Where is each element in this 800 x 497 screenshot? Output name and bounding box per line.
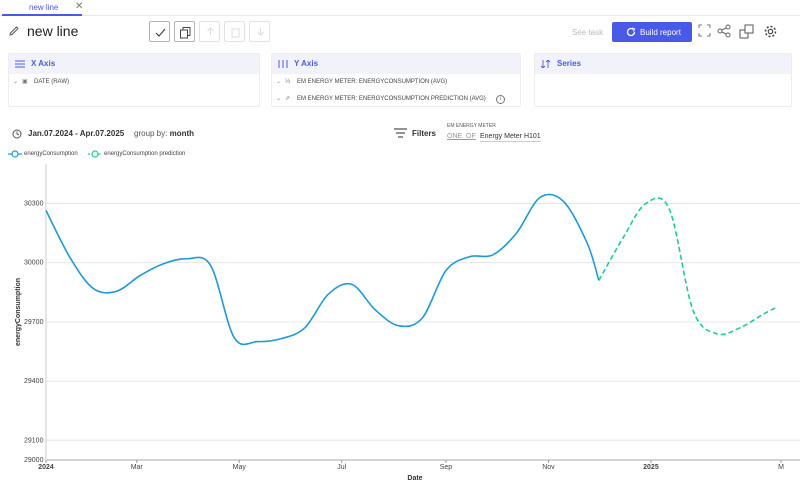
delete-button[interactable] [224, 21, 245, 42]
y-axis-field-1[interactable]: ⌄ ⅓ EM ENERGY METER: ENERGYCONSUMPTION (AV… [276, 78, 447, 85]
series-panel: Series [534, 53, 792, 107]
sort-icon [541, 60, 551, 68]
x-tick-label: Mar [131, 464, 144, 471]
confirm-button[interactable] [149, 21, 170, 42]
tab-label: new line [29, 3, 59, 12]
download-button[interactable] [249, 21, 270, 42]
x-tick-label: May [233, 464, 247, 471]
pencil-icon[interactable] [8, 25, 20, 37]
filters-label[interactable]: Filters [412, 129, 437, 138]
y-tick-label: 29100 [24, 437, 44, 444]
duplicate-button[interactable] [174, 21, 195, 42]
gear-icon[interactable] [763, 24, 778, 39]
filter-value[interactable]: Energy Meter H101 [480, 133, 541, 142]
group-by-label: group by: [134, 129, 168, 138]
date-range[interactable]: Jan.07.2024 - Apr.07.2025 [28, 129, 125, 138]
see-task-link[interactable]: See task [572, 28, 604, 37]
line-chart: 29000 29100 29400 29700 30000 30300 2024 Mar May… [15, 164, 800, 482]
check-icon [155, 28, 166, 37]
filter-operator[interactable]: ONE_OF [447, 133, 476, 140]
build-report-label: Build report [640, 28, 681, 37]
x-tick-label: 2025 [643, 464, 659, 471]
tab-bar: new line ✕ [0, 0, 800, 16]
y-axis-field-2-label: EM ENERGY METER: ENERGYCONSUMPTION PREDI… [297, 96, 486, 102]
bars-icon [278, 60, 288, 68]
chevron-down-icon[interactable]: ⌄ [13, 79, 19, 85]
x-axis-title: Date [407, 475, 422, 482]
y-axis-panel: Y Axis ⌄ ⅓ EM ENERGY METER: ENERGYCONSUMPT… [271, 53, 521, 107]
series-line-energy-consumption [45, 193, 600, 346]
info-icon[interactable]: i [496, 95, 505, 104]
y-axis-title: Y Axis [294, 59, 319, 68]
x-axis-panel-header: X Axis [9, 54, 259, 74]
fullscreen-icon[interactable] [698, 24, 711, 37]
legend-marker-solid [8, 150, 22, 158]
download-icon [257, 28, 264, 36]
refresh-icon [626, 27, 636, 37]
y-axis-field-2[interactable]: ⌄ ⇗ EM ENERGY METER: ENERGYCONSUMPTION PRE… [276, 95, 486, 102]
y-tick-label: 30000 [24, 260, 44, 267]
chevron-down-icon[interactable]: ⌄ [276, 96, 282, 102]
number-icon: ⅓ [285, 79, 291, 85]
x-axis-field[interactable]: ⌄ ▣ DATE (RAW) [13, 78, 69, 85]
toolbar: new line See task Build report [0, 16, 800, 48]
filter-icon[interactable] [394, 128, 407, 139]
y-axis-title: energyConsumption [15, 278, 22, 346]
export-button[interactable] [199, 21, 220, 42]
legend-label: energyConsumption prediction [104, 151, 186, 157]
group-by[interactable]: group by: month [134, 129, 194, 138]
trash-icon [231, 28, 240, 38]
list-icon [15, 60, 25, 68]
tab-new-line[interactable]: new line ✕ [2, 0, 84, 16]
series-title: Series [557, 59, 582, 68]
windows-icon[interactable] [739, 24, 754, 39]
x-tick-label: M [778, 464, 784, 471]
share-icon[interactable] [717, 24, 731, 38]
report-title[interactable]: new line [27, 23, 79, 39]
y-tick-label: 29000 [24, 457, 44, 464]
y-tick-label: 29700 [24, 319, 44, 326]
legend-label: energyConsumption [24, 151, 78, 157]
y-axis-field-1-label: EM ENERGY METER: ENERGYCONSUMPTION (AVG) [297, 79, 448, 85]
build-report-button[interactable]: Build report [612, 22, 692, 42]
clock-icon[interactable] [12, 129, 22, 139]
x-tick-label: Nov [542, 464, 555, 471]
copy-icon [180, 27, 191, 39]
group-by-value: month [169, 129, 195, 138]
y-tick-label: 29400 [24, 378, 44, 385]
series-line-energy-consumption-prediction [598, 197, 776, 336]
filter-field-label: EM ENERGY METER [447, 123, 496, 129]
series-panel-header: Series [535, 54, 791, 74]
legend-marker-dashed [88, 150, 102, 158]
y-tick-label: 30300 [24, 200, 44, 207]
x-tick-label: Jul [337, 464, 346, 471]
x-axis-field-label: DATE (RAW) [34, 79, 69, 85]
x-tick-label: 2024 [38, 464, 54, 471]
export-icon [207, 27, 214, 35]
chevron-down-icon[interactable]: ⌄ [276, 79, 282, 85]
x-axis-title: X Axis [31, 59, 56, 68]
x-axis-panel: X Axis ⌄ ▣ DATE (RAW) [8, 53, 260, 107]
x-tick-label: Sep [440, 464, 453, 471]
calendar-icon: ▣ [22, 79, 28, 85]
y-axis-panel-header: Y Axis [272, 54, 520, 74]
trend-icon: ⇗ [285, 96, 291, 102]
close-icon[interactable]: ✕ [75, 1, 84, 12]
